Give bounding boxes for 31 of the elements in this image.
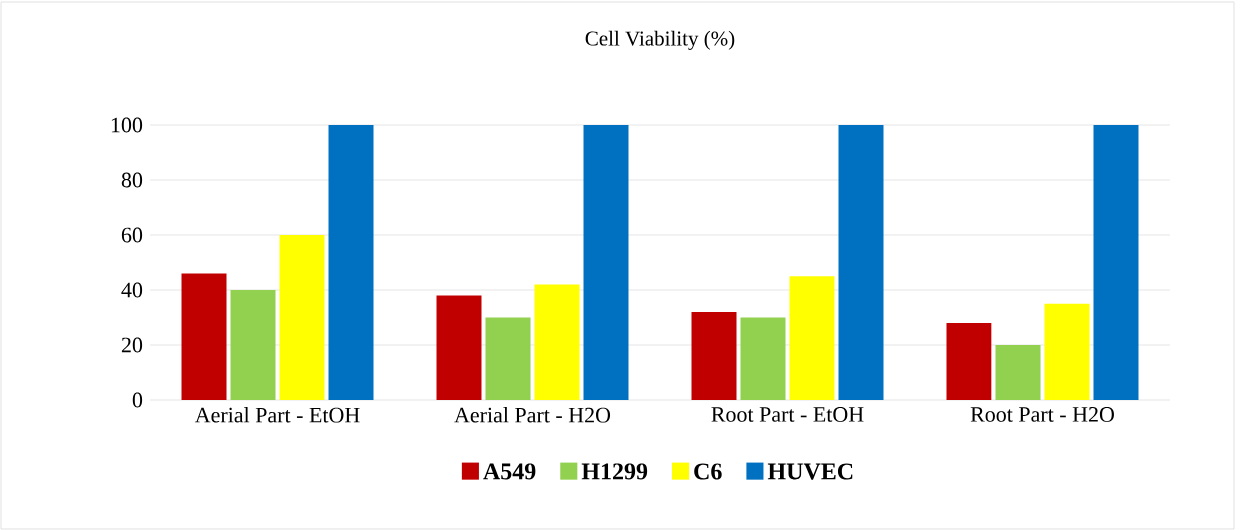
bar	[1093, 124, 1139, 400]
bar	[583, 124, 629, 400]
bar	[534, 284, 580, 400]
x-tick-label: Root Part - H2O	[970, 407, 1114, 422]
y-tick-label: 100	[111, 117, 143, 133]
bar	[838, 124, 884, 400]
legend-label: C6	[694, 463, 722, 480]
bar	[181, 273, 227, 400]
x-tick-label: Root Part - EtOH	[711, 407, 864, 422]
x-tick-label: Aerial Part - H2O	[454, 407, 611, 423]
bar	[328, 124, 374, 400]
bar	[995, 344, 1041, 400]
bar	[691, 311, 737, 400]
chart-title: Cell Viability (%)	[585, 30, 735, 50]
x-tick-label: Aerial Part - EtOH	[194, 407, 360, 423]
bar	[436, 295, 482, 400]
y-tick-label: 40	[121, 282, 143, 298]
bar	[279, 234, 325, 400]
y-tick-label: 0	[132, 392, 143, 408]
y-tick-label: 80	[121, 172, 143, 188]
bar	[740, 317, 786, 400]
legend-label: A549	[483, 463, 536, 480]
legend-label: H1299	[581, 463, 648, 480]
bar	[789, 276, 835, 400]
y-tick-label: 60	[121, 227, 143, 243]
bar	[485, 317, 531, 400]
bar	[1044, 303, 1090, 400]
legend-label: HUVEC	[767, 463, 853, 480]
bar	[946, 322, 992, 400]
bar	[230, 289, 276, 400]
y-tick-label: 20	[121, 337, 143, 353]
